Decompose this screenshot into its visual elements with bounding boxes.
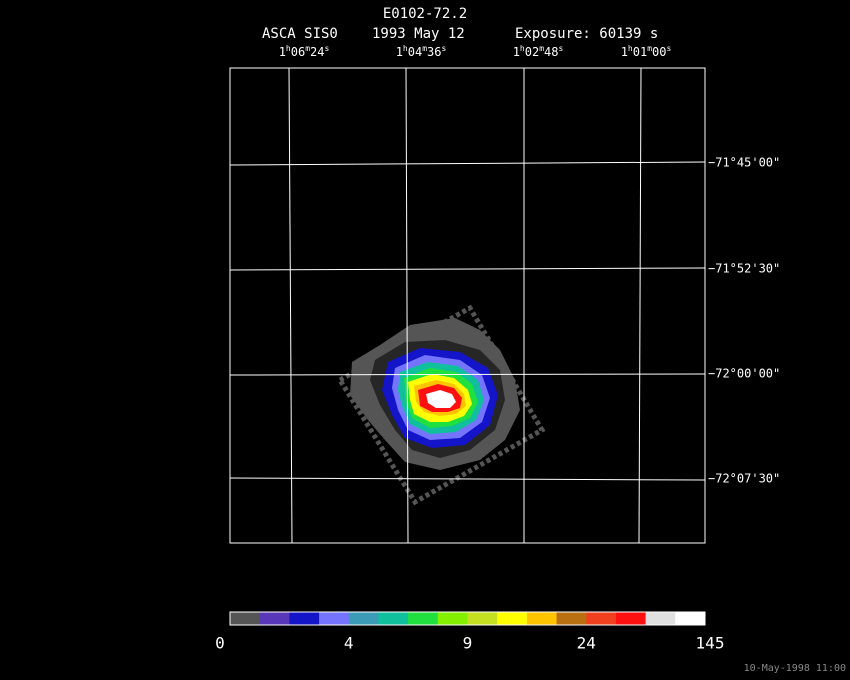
region [426, 390, 456, 408]
grid-line [638, 67, 642, 544]
grid-line [229, 373, 706, 376]
ra-value: 04 [408, 45, 422, 59]
grid-line [405, 67, 409, 544]
colorbar-swatch [408, 612, 439, 625]
ra-unit: s [558, 44, 563, 53]
colorbar-swatch [467, 612, 498, 625]
colorbar-swatch [586, 612, 617, 625]
ra-unit: h [628, 44, 633, 53]
colorbar-swatch [645, 612, 676, 625]
ra-value: 06 [291, 45, 305, 59]
ra-label: 1h06m24s [279, 44, 330, 59]
ra-unit: m [539, 44, 544, 53]
grid-line [229, 477, 706, 481]
colorbar-label: 4 [344, 634, 354, 653]
colorbar-swatch [348, 612, 379, 625]
colorbar-label: 0 [215, 634, 225, 653]
colorbar-swatch [319, 612, 350, 625]
source-emission [336, 304, 546, 506]
colorbar-label: 9 [463, 634, 473, 653]
coordinate-grid [229, 67, 706, 544]
colorbar-swatch [437, 612, 468, 625]
frame [229, 67, 706, 544]
ra-unit: m [305, 44, 310, 53]
colorbar-frame [229, 611, 706, 626]
ra-unit: h [286, 44, 291, 53]
footer: 10-May-1998 11:00 [744, 663, 846, 674]
dec-label: −71°45'00" [708, 156, 780, 170]
ra-unit: m [647, 44, 652, 53]
ra-value: 02 [525, 45, 539, 59]
ra-value: 1 [621, 45, 628, 59]
ra-value: 1 [513, 45, 520, 59]
ra-unit: h [520, 44, 525, 53]
ra-unit: m [422, 44, 427, 53]
ra-value: 1 [396, 45, 403, 59]
colorbar-swatch [289, 612, 320, 625]
ra-label: 1h02m48s [513, 44, 564, 59]
ra-label: 1h01m00s [621, 44, 672, 59]
colorbar: 0 4 9 24 145 [215, 611, 725, 653]
ra-unit: h [403, 44, 408, 53]
grid-line [229, 267, 706, 271]
ra-value: 01 [633, 45, 647, 59]
ra-value: 1 [279, 45, 286, 59]
ra-value: 36 [427, 45, 441, 59]
ra-unit: s [324, 44, 329, 53]
date: 1993 May 12 [372, 26, 465, 42]
grid-line [229, 161, 706, 166]
ra-labels: 1h06m24s 1h04m36s 1h02m48s 1h01m00s [279, 44, 672, 59]
ra-value: 48 [544, 45, 558, 59]
dec-label: −72°07'30" [708, 472, 780, 486]
title: E0102-72.2 [383, 6, 467, 22]
colorbar-swatch [259, 612, 290, 625]
ra-unit: s [666, 44, 671, 53]
dec-label: −72°00'00" [708, 367, 780, 381]
ra-label: 1h04m36s [396, 44, 447, 59]
ra-value: 00 [652, 45, 666, 59]
colorbar-swatch [378, 612, 409, 625]
ra-value: 24 [310, 45, 324, 59]
colorbar-swatch [615, 612, 647, 625]
colorbar-swatch [526, 612, 558, 625]
colorbar-label: 145 [696, 634, 725, 653]
colorbar-swatch [675, 612, 706, 625]
colorbar-swatch [556, 612, 587, 625]
instrument: ASCA SIS0 [262, 26, 338, 42]
colorbar-swatch [497, 612, 528, 625]
colorbar-swatch [230, 612, 261, 625]
dec-labels: −71°45'00" −71°52'30" −72°00'00" −72°07'30" [708, 156, 780, 486]
exposure: Exposure: 60139 s [515, 26, 658, 42]
dec-label: −71°52'30" [708, 262, 780, 276]
ra-unit: s [441, 44, 446, 53]
grid-line [288, 67, 293, 544]
colorbar-label: 24 [577, 634, 596, 653]
